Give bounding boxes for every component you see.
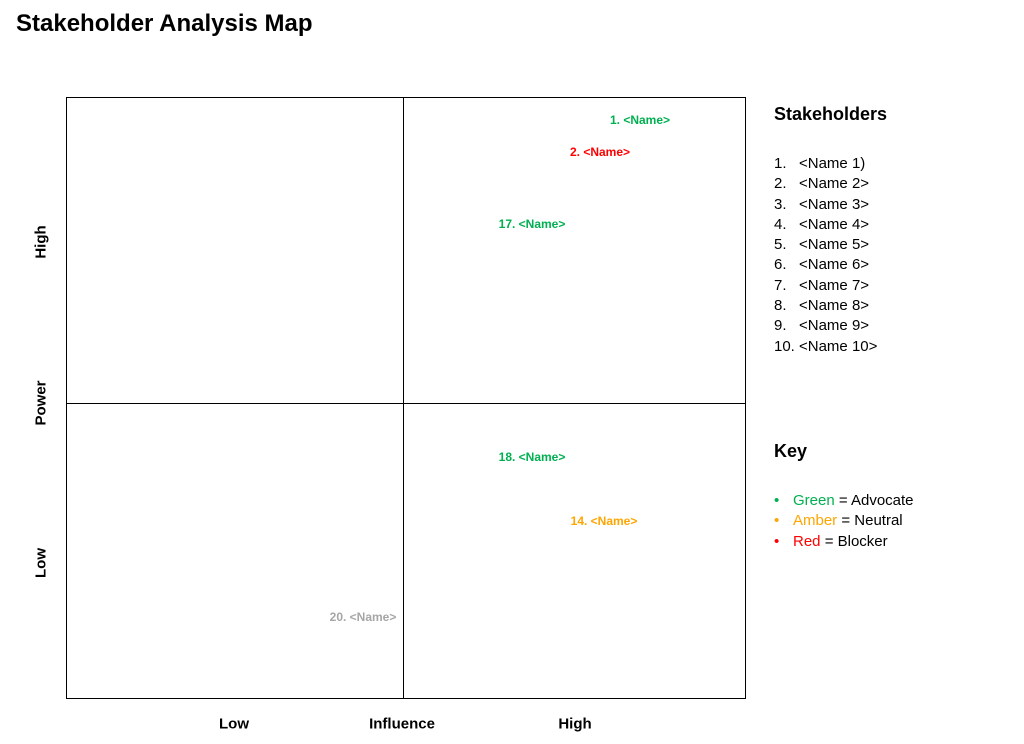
stakeholders-heading: Stakeholders	[774, 104, 888, 124]
grid-point: 20. <Name>	[329, 610, 397, 624]
list-item-number: 4.	[774, 215, 787, 233]
key-heading: Key	[774, 441, 808, 461]
horizontal-divider	[67, 403, 745, 404]
key-color-word: Red	[793, 532, 821, 550]
list-item: 9. <Name 9>	[774, 316, 877, 336]
stakeholder-grid	[66, 97, 746, 699]
list-item-name: <Name 1)	[799, 155, 866, 172]
key-item: • Amber = Neutral	[774, 511, 914, 531]
list-item: 8. <Name 8>	[774, 296, 877, 316]
list-item-number: 10.	[774, 337, 795, 355]
list-item-number: 9.	[774, 317, 787, 335]
list-item: 7. <Name 7>	[774, 276, 877, 296]
list-item-name: <Name 2>	[799, 175, 870, 193]
list-item-name: <Name 6>	[799, 256, 870, 274]
list-item-name: <Name 3>	[799, 195, 870, 213]
grid-point: 1. <Name>	[609, 113, 671, 127]
y-axis-low-label: Low	[32, 548, 50, 578]
key-meaning: = Advocate	[834, 492, 914, 509]
page-title: Stakeholder Analysis Map	[16, 10, 313, 37]
key-item: • Green = Advocate	[774, 491, 914, 511]
list-item-number: 8.	[774, 297, 787, 315]
list-item-number: 6.	[774, 256, 787, 274]
key-meaning: = Blocker	[820, 532, 888, 550]
key-list: • Green = Advocate • Amber = Neutral • Red …	[774, 491, 914, 552]
x-axis-title: Influence	[369, 715, 435, 733]
list-item: 3. <Name 3>	[774, 195, 877, 215]
list-item: 4. <Name 4>	[774, 215, 877, 235]
list-item-number: 5.	[774, 236, 787, 254]
list-item-number: 7.	[774, 276, 787, 294]
key-bullet: •	[774, 492, 780, 509]
key-bullet: •	[774, 532, 780, 550]
list-item-number: 3.	[774, 195, 787, 213]
grid-point: 18. <Name>	[498, 450, 566, 464]
grid-point: 2. <Name>	[569, 145, 631, 159]
stakeholder-list: 1. <Name 1) 2. <Name 2> 3. <Name 3> 4. <Name…	[774, 154, 877, 357]
list-item-name: <Name 5>	[799, 236, 870, 254]
list-item-number: 2.	[774, 175, 787, 193]
y-axis-title: Power	[32, 380, 50, 426]
key-meaning: = Neutral	[837, 512, 903, 530]
x-axis-high-label: High	[558, 715, 592, 733]
list-item: 1. <Name 1)	[774, 154, 877, 174]
key-bullet: •	[774, 512, 780, 530]
list-item: 10. <Name 10>	[774, 337, 877, 357]
key-item: • Red = Blocker	[774, 532, 914, 552]
y-axis-high-label: High	[32, 225, 50, 259]
list-item: 5. <Name 5>	[774, 235, 877, 255]
x-axis-low-label: Low	[219, 715, 249, 733]
list-item-name: <Name 10>	[799, 337, 878, 355]
list-item-name: <Name 9>	[799, 317, 870, 335]
list-item: 6. <Name 6>	[774, 255, 877, 275]
grid-point: 17. <Name>	[498, 217, 566, 231]
list-item-number: 1.	[774, 155, 787, 172]
vertical-divider	[403, 98, 404, 698]
key-color-word: Green	[793, 492, 835, 509]
grid-point: 14. <Name>	[570, 514, 638, 528]
list-item: 2. <Name 2>	[774, 174, 877, 194]
list-item-name: <Name 8>	[799, 297, 870, 315]
key-color-word: Amber	[793, 512, 838, 530]
list-item-name: <Name 4>	[799, 215, 870, 233]
list-item-name: <Name 7>	[799, 276, 870, 294]
